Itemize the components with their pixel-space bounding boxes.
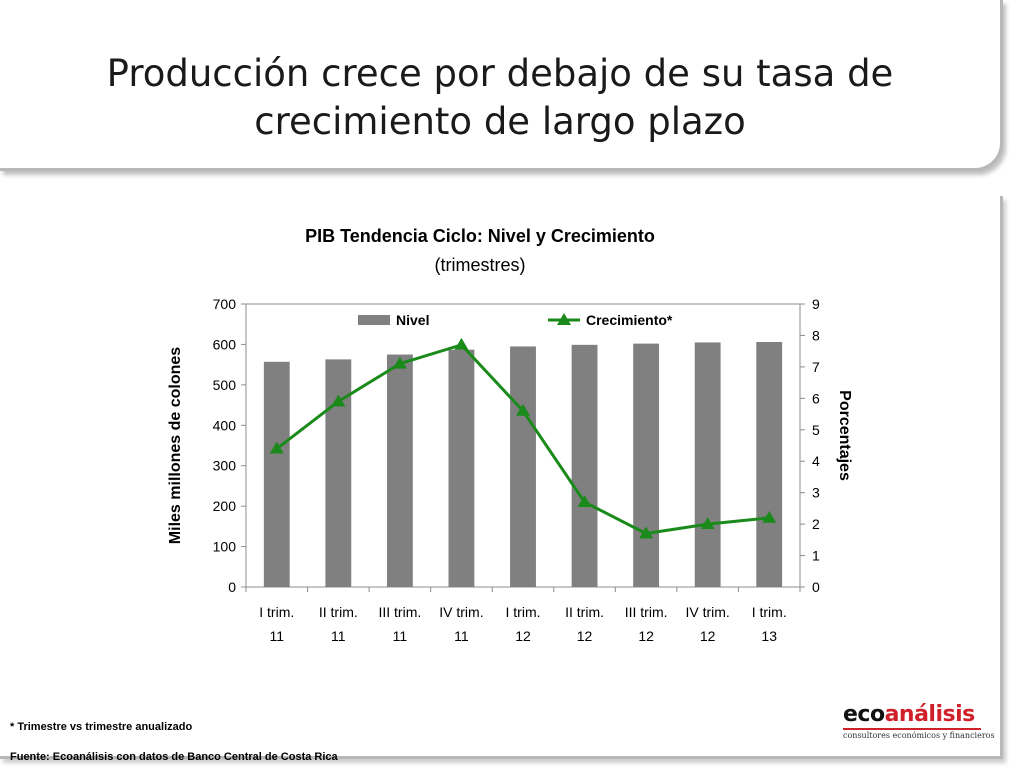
x-axis-tick-label-year: 12 (577, 628, 593, 644)
nivel-bar (263, 361, 290, 587)
right-axis-tick-label: 4 (812, 453, 820, 469)
right-axis-tick-label: 3 (812, 485, 820, 501)
crecimiento-point (454, 337, 469, 350)
chart-title: PIB Tendencia Ciclo: Nivel y Crecimiento (305, 226, 655, 246)
logo-analisis: análisis (884, 702, 976, 727)
x-axis-tick-label: II trim. (319, 604, 358, 620)
x-axis-tick-label: III trim. (625, 604, 668, 620)
x-axis-tick-label-year: 12 (515, 628, 531, 644)
right-axis-tick-label: 5 (812, 422, 820, 438)
x-axis-tick-label-year: 11 (270, 628, 285, 644)
nivel-bar (694, 342, 721, 587)
crecimiento-point (331, 394, 346, 407)
legend-crecimiento-label: Crecimiento* (586, 312, 673, 328)
legend-nivel-swatch (358, 315, 390, 325)
x-axis-tick-label-year: 12 (700, 628, 716, 644)
left-axis-tick-label: 600 (213, 336, 237, 352)
crecimiento-point (577, 495, 592, 507)
crecimiento-point (269, 441, 284, 454)
left-axis-tick-label: 300 (213, 458, 237, 474)
x-axis-tick-label-year: 11 (393, 628, 408, 644)
right-axis-tick-label: 2 (812, 516, 820, 532)
footnote: * Trimestre vs trimestre anualizado (10, 721, 193, 733)
x-axis-tick-label: II trim. (565, 604, 604, 620)
content-panel (0, 196, 1003, 759)
crecimiento-point (762, 510, 777, 523)
x-axis-tick-label: I trim. (506, 604, 541, 620)
right-axis-tick-label: 9 (812, 296, 820, 312)
x-axis-tick-label-year: 13 (761, 628, 777, 644)
right-axis-tick-label: 8 (812, 327, 820, 343)
nivel-bar (448, 349, 475, 587)
left-axis-tick-label: 200 (213, 498, 237, 514)
right-axis-tick-label: 6 (812, 390, 820, 406)
nivel-bar (386, 354, 413, 587)
pib-chart: PIB Tendencia Ciclo: Nivel y Crecimiento… (167, 226, 853, 644)
crecimiento-point (700, 517, 715, 530)
crecimiento-point (516, 403, 530, 416)
nivel-bar (571, 344, 598, 587)
slide-title: Producción crece por debajo de su tasa d… (60, 50, 940, 146)
right-axis-tick-label: 1 (812, 548, 820, 564)
nivel-bar (633, 343, 660, 587)
x-axis-tick-label: III trim. (378, 604, 421, 620)
chart-subtitle: (trimestres) (435, 255, 526, 275)
slide-title-line-1: Producción crece por debajo de su tasa d… (106, 52, 894, 95)
left-axis-title: Miles millones de colones (167, 347, 184, 544)
left-axis-tick-label: 700 (213, 296, 237, 312)
x-axis-tick-label-year: 11 (331, 628, 346, 644)
x-axis-tick-label: I trim. (752, 604, 787, 620)
left-axis-tick-label: 100 (213, 539, 237, 555)
logo-eco: eco (843, 702, 885, 727)
legend-crecimiento-marker (557, 313, 571, 325)
slide-title-line-2: crecimiento de largo plazo (254, 100, 746, 143)
right-axis-tick-label: 0 (812, 579, 820, 595)
legend-nivel-label: Nivel (396, 312, 429, 328)
x-axis-tick-label: IV trim. (439, 604, 483, 620)
nivel-bar (756, 342, 783, 587)
right-axis-tick-label: 7 (812, 359, 820, 375)
x-axis-tick-label: I trim. (259, 604, 294, 620)
left-axis-tick-label: 400 (213, 417, 237, 433)
left-axis-tick-label: 500 (213, 377, 237, 393)
crecimiento-point (392, 356, 407, 369)
x-axis-tick-label-year: 11 (454, 628, 469, 644)
crecimiento-point (639, 526, 654, 539)
nivel-bar (510, 346, 536, 587)
title-panel: Producción crece por debajo de su tasa d… (0, 0, 1003, 171)
x-axis-tick-label-year: 12 (638, 628, 654, 644)
logo-tagline: consultores económicos y financieros (843, 728, 995, 740)
source-note: Fuente: Ecoanálisis con datos de Banco C… (10, 751, 338, 763)
right-axis-title: Porcentajes (836, 390, 853, 481)
logo-wordmark: ecoanálisis (843, 702, 981, 728)
x-axis-tick-label: IV trim. (685, 604, 729, 620)
left-axis-tick-label: 0 (228, 579, 236, 595)
ecoanalisis-logo: ecoanálisis consultores económicos y fin… (843, 702, 995, 742)
nivel-bar (325, 359, 352, 587)
